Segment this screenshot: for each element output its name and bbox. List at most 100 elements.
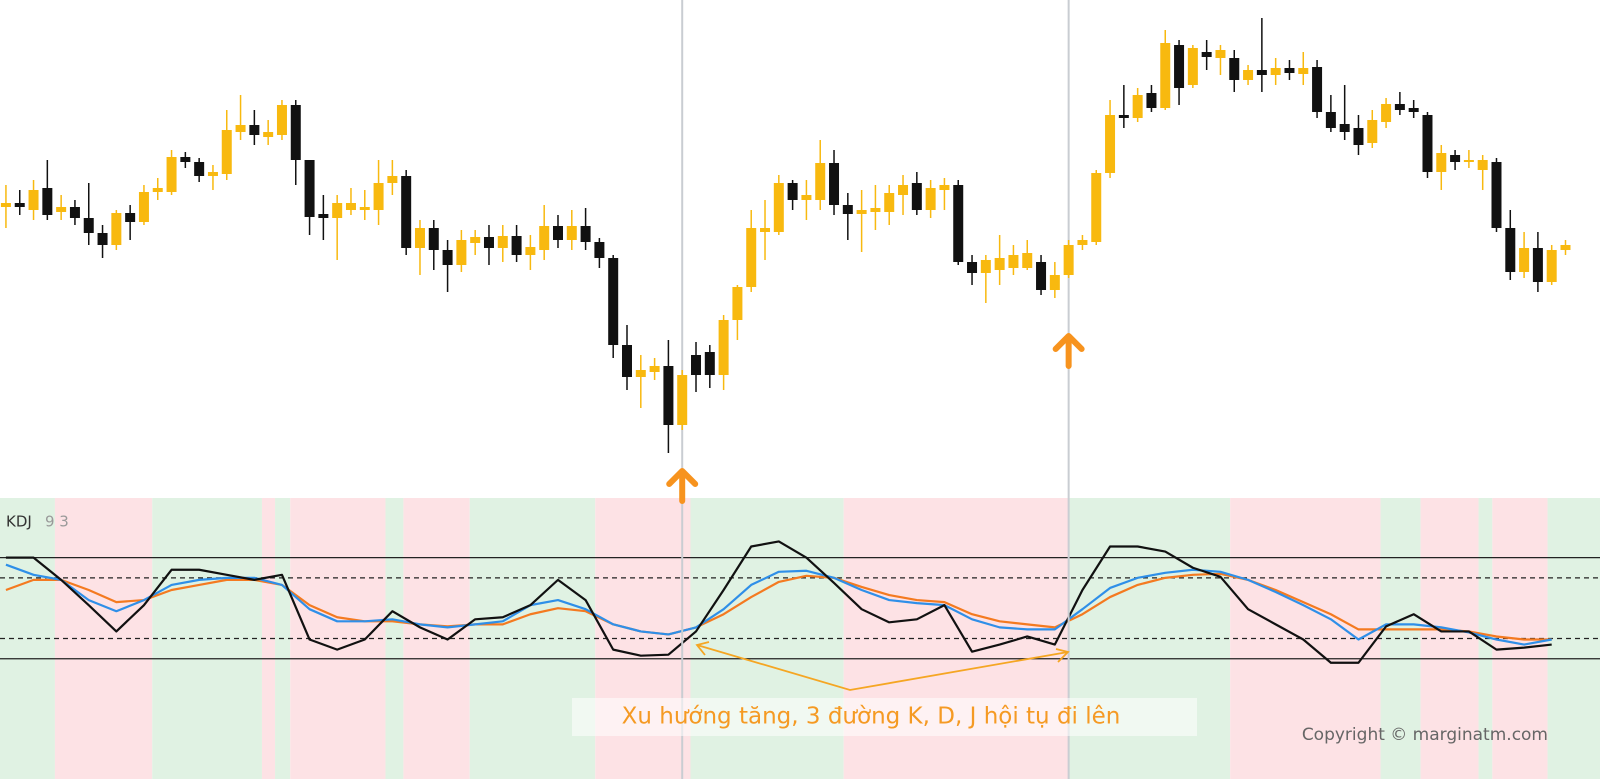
annotation-arrow (696, 644, 1069, 691)
signal-arrow (1052, 333, 1085, 369)
candle-body (552, 226, 563, 240)
candle-body (318, 214, 329, 218)
candle-body (1284, 68, 1295, 73)
candle-body (1312, 67, 1323, 112)
candle-body (1491, 162, 1502, 228)
indicator-line (5, 563, 1552, 646)
candle-body (1422, 115, 1433, 172)
candle-body (1008, 255, 1019, 268)
candle-body (1532, 248, 1543, 282)
signal-arrow (666, 468, 699, 504)
indicator-line (5, 572, 1552, 641)
candle-body (621, 345, 632, 377)
candle-body (1463, 160, 1474, 162)
candle-body (677, 375, 688, 425)
candle-body (1381, 104, 1392, 122)
candle-body (456, 240, 467, 265)
candle-body (1298, 68, 1309, 74)
candle-body (387, 176, 398, 183)
indicator-params: 9 3 (45, 513, 69, 531)
candle-body (290, 105, 301, 160)
candle-body (815, 163, 826, 200)
candle-body (1546, 250, 1557, 282)
candle-body (483, 237, 494, 248)
candle-body (428, 228, 439, 250)
candle-body (663, 366, 674, 425)
candle-body (1450, 155, 1461, 162)
candle-body (221, 130, 232, 174)
candle-body (1174, 45, 1185, 88)
candle-body (1394, 104, 1405, 110)
candle-body (787, 183, 798, 200)
candle-body (980, 260, 991, 273)
candle-body (1215, 50, 1226, 58)
candle-body (1187, 48, 1198, 85)
candle-body (594, 242, 605, 258)
candle-body (760, 228, 771, 232)
candle-body (1132, 95, 1143, 118)
candle-body (497, 236, 508, 248)
candle-body (304, 160, 315, 217)
candle-body (994, 258, 1005, 270)
candle-body (56, 207, 67, 212)
candle-body (125, 213, 136, 222)
candle-body (1063, 245, 1074, 275)
annotation-group: Xu hướng tăng, 3 đường K, D, J hội tụ đi… (572, 641, 1197, 736)
candle-body (773, 183, 784, 232)
candle-body (1270, 68, 1281, 75)
candle-body (1477, 160, 1488, 170)
candle-body (1091, 173, 1102, 242)
candle-body (511, 236, 522, 255)
indicator-title: KDJ (6, 513, 32, 531)
candle-body (842, 205, 853, 214)
candle-body (235, 125, 246, 132)
trend-zone (1547, 498, 1600, 779)
candle-body (953, 185, 964, 262)
candle-body (249, 125, 260, 135)
candle-body (1160, 43, 1171, 108)
candle-body (1408, 108, 1419, 112)
trend-zone (261, 498, 276, 779)
candle-body (911, 183, 922, 210)
candle-body (898, 185, 909, 195)
candle-body (580, 226, 591, 242)
candle-body (1519, 248, 1530, 272)
candle-body (194, 162, 205, 176)
candle-body (539, 226, 550, 250)
annotation-arrowhead (1055, 648, 1070, 663)
watermark: Copyright © marginatm.com (1302, 725, 1548, 745)
candle-body (856, 210, 867, 214)
candle-body (42, 188, 53, 215)
candle-body (801, 195, 812, 200)
candle-body (401, 176, 412, 248)
indicator-line (5, 540, 1552, 664)
candle-body (608, 258, 619, 345)
candle-body (691, 355, 702, 375)
candle-body (1353, 128, 1364, 145)
candle-body (69, 207, 80, 218)
candle-body (14, 203, 25, 207)
candle-body (111, 213, 122, 245)
candle-body (1325, 112, 1336, 128)
candle-body (207, 172, 218, 176)
candle-body (718, 320, 729, 375)
candle-body (1256, 70, 1267, 75)
candle-body (1243, 70, 1254, 80)
candle-body (359, 207, 370, 210)
trend-zone (385, 498, 404, 779)
candle-body (704, 352, 715, 375)
candle-body (939, 185, 950, 190)
candle-body (28, 190, 39, 210)
candle-body (470, 237, 481, 243)
candle-body (1505, 228, 1516, 272)
candle-body (1118, 115, 1129, 118)
candle-body (1339, 124, 1350, 132)
candle-body (442, 250, 453, 265)
candle-body (1077, 240, 1088, 245)
candle-body (925, 188, 936, 210)
candle-body (1560, 245, 1571, 250)
candle-body (345, 203, 356, 210)
candle-body (1367, 120, 1378, 143)
